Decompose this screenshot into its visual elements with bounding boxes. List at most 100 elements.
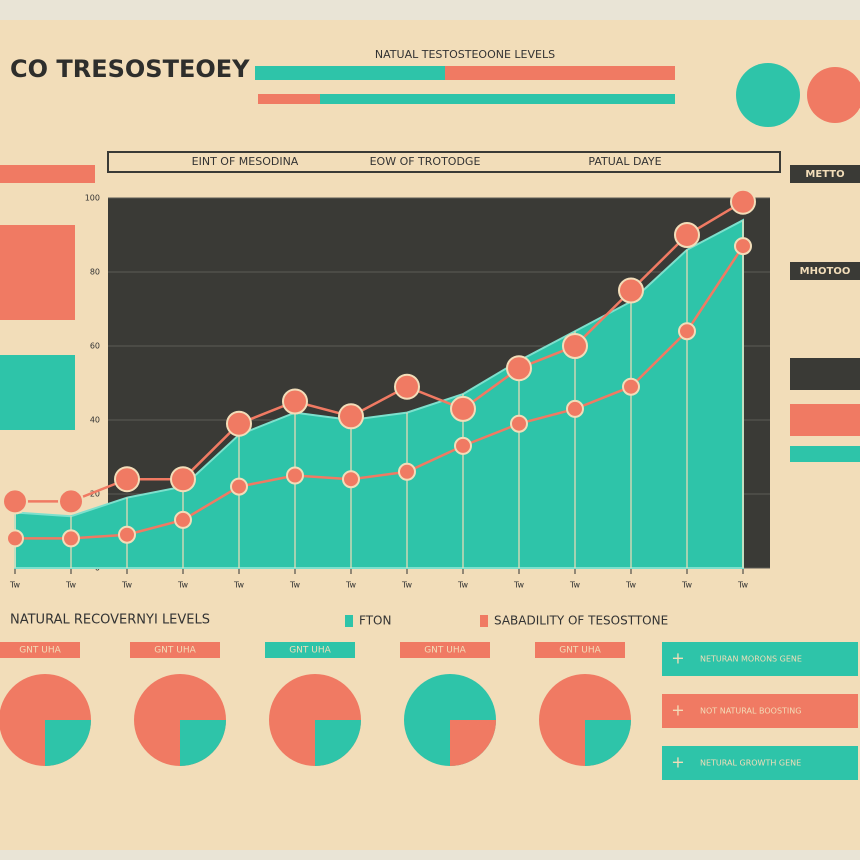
gauge-label: GNT UHA	[559, 646, 601, 656]
x-tick-label: Tw	[401, 581, 413, 590]
buttons: + NETURAN MORONS GENE + NOT NATURAL BOOSTIN…	[662, 642, 858, 780]
marker	[674, 222, 700, 248]
legend-swatch	[480, 615, 488, 627]
sidebar-box	[790, 358, 860, 390]
marker	[174, 510, 192, 529]
photo	[0, 225, 75, 320]
gauge-label: GNT UHA	[19, 646, 61, 656]
gauge-tag	[0, 642, 80, 658]
x-tick-label: Tw	[65, 581, 77, 590]
button[interactable]	[662, 746, 858, 780]
button-icon: +	[671, 701, 684, 720]
gauge-tag	[265, 642, 355, 658]
marker	[730, 188, 756, 215]
gauge-label: GNT UHA	[424, 646, 466, 656]
button-label: NETURAN MORONS GENE	[700, 655, 802, 664]
marker	[338, 403, 364, 430]
legend-swatch	[345, 615, 353, 627]
x-tick-label: Tw	[457, 581, 469, 590]
x-tick-label: Tw	[513, 581, 525, 590]
progress-coral	[258, 94, 320, 104]
sidebar-heading-bg	[790, 262, 860, 280]
x-tick-label: Tw	[121, 581, 133, 590]
marker	[286, 466, 304, 485]
progress-coral	[445, 66, 675, 80]
gauges: GNT UHA GNT UHA GNT UHA GNT UHA GNT UHA	[0, 642, 631, 766]
x-tick-label: Tw	[569, 581, 581, 590]
progress-teal	[255, 66, 445, 80]
sidebar-heading: METTO	[805, 169, 844, 180]
button[interactable]	[662, 694, 858, 728]
button[interactable]	[662, 642, 858, 676]
button-icon: +	[671, 649, 684, 668]
marker	[2, 488, 28, 515]
label-tag	[0, 165, 95, 183]
chart: EINT OF MESODINA EOW OF TROTODGE PATUAL DA…	[2, 155, 770, 628]
gauge-slice	[315, 720, 361, 766]
legend-label: FTON	[359, 614, 391, 628]
circle-icon	[807, 67, 860, 123]
y-tick-label: 20	[90, 490, 100, 499]
progress-teal	[320, 94, 675, 104]
marker	[62, 529, 80, 548]
marker	[562, 333, 588, 359]
gauge-tag	[130, 642, 220, 658]
marker	[114, 466, 140, 493]
marker	[226, 410, 252, 437]
x-tick-label: Tw	[177, 581, 189, 590]
gauge-slice	[180, 720, 226, 766]
column-title: EOW OF TROTODGE	[370, 155, 481, 168]
marker	[734, 237, 752, 256]
marker	[566, 399, 584, 418]
gauge-tag	[535, 642, 625, 658]
title: CO TRESOSTEOEY	[10, 55, 250, 83]
x-tick-label: Tw	[9, 581, 21, 590]
column-title: EINT OF MESODINA	[192, 155, 299, 168]
y-tick-label: 60	[90, 342, 100, 351]
y-tick-label: 80	[90, 268, 100, 277]
sidebar-heading: MHOTOO	[800, 266, 851, 277]
x-tick-label: Tw	[289, 581, 301, 590]
x-tick-label: Tw	[345, 581, 357, 590]
gauge-tag	[400, 642, 490, 658]
button-label: NETURAL GROWTH GENE	[700, 759, 801, 768]
x-tick-label: Tw	[233, 581, 245, 590]
x-tick-label: Tw	[737, 581, 749, 590]
y-tick-label: 100	[85, 194, 100, 203]
sidebar-box	[790, 404, 860, 436]
gauge-label: GNT UHA	[154, 646, 196, 656]
marker	[118, 525, 136, 544]
marker	[342, 470, 360, 489]
button-label: NOT NATURAL BOOSTING	[700, 707, 801, 716]
gauge-label: GNT UHA	[289, 646, 331, 656]
marker	[6, 529, 24, 548]
marker	[58, 488, 84, 515]
marker	[678, 322, 696, 341]
marker	[618, 277, 644, 304]
mini-chart	[0, 355, 75, 430]
gauge-slice	[450, 720, 496, 766]
marker	[282, 388, 308, 415]
subtitle: NATUAL TESTOSTEOONE LEVELS	[375, 48, 555, 61]
sidebar-heading-bg	[790, 165, 860, 183]
marker	[398, 462, 416, 481]
circle-icon	[736, 63, 800, 127]
gauge-slice	[45, 720, 91, 766]
column-header	[107, 151, 781, 173]
marker	[510, 414, 528, 433]
marker	[506, 355, 532, 382]
marker	[170, 466, 196, 493]
gauge-slice	[585, 720, 631, 766]
marker	[450, 395, 476, 422]
x-tick-label: Tw	[625, 581, 637, 590]
line	[15, 245, 745, 540]
x-tick-label: Tw	[681, 581, 693, 590]
marker	[394, 373, 420, 400]
y-tick-label: 40	[90, 416, 100, 425]
gauges-title: NATURAL RECOVERNYI LEVELS	[10, 613, 210, 628]
legend-label: SABADILITY OF TESOSTTONE	[494, 614, 668, 628]
marker	[454, 436, 472, 455]
marker	[622, 377, 640, 396]
button-icon: +	[671, 753, 684, 772]
